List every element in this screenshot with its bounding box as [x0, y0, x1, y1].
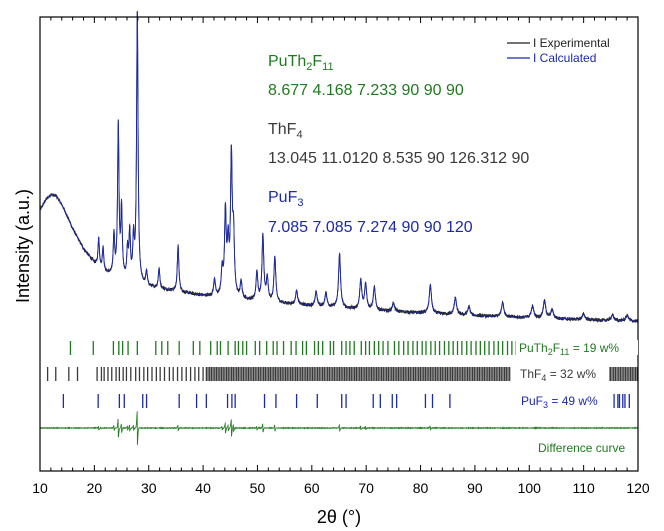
phase-cell-puf3: 7.085 7.085 7.274 90 90 120: [268, 219, 473, 236]
phase-annotation-puf3: PuF3 7.085 7.085 7.274 90 90 120: [268, 189, 473, 236]
y-axis-label: Intensity (a.u.): [13, 189, 33, 303]
phase-annotation-thf4: ThF4 13.045 11.0120 8.535 90 126.312 90: [268, 121, 529, 167]
label-bg-thf4: [518, 366, 609, 382]
legend-label-calculated: I Calculated: [533, 51, 596, 65]
reflection-row-labels: PuTh2F11 = 19 w% ThF4 = 32 w% PuF3 = 49 …: [512, 340, 638, 410]
phase-formula-puth2f11: PuTh2F11: [268, 53, 334, 73]
legend: I Experimental I Calculated: [507, 36, 610, 65]
phase-cell-puth2f11: 8.677 4.168 7.233 90 90 90: [268, 82, 464, 99]
x-tick-label: 80: [413, 480, 429, 496]
x-tick-label: 60: [304, 480, 320, 496]
phase-formula-thf4: ThF4: [268, 121, 303, 141]
x-tick-label: 120: [626, 480, 650, 496]
x-tick-label: 50: [250, 480, 266, 496]
x-tick-label: 90: [467, 480, 483, 496]
reflection-label-thf4: ThF4 = 32 w%: [520, 367, 596, 383]
difference-trace: [39, 411, 639, 445]
x-tick-label: 20: [87, 480, 103, 496]
x-tick-label: 100: [518, 480, 542, 496]
calculated-trace: [39, 10, 638, 322]
legend-label-experimental: I Experimental: [533, 36, 610, 50]
reflection-label-puth2f11: PuTh2F11 = 19 w%: [519, 341, 619, 357]
label-bg-puth2f11: [516, 340, 638, 355]
x-tick-label: 70: [358, 480, 374, 496]
phase-cell-thf4: 13.045 11.0120 8.535 90 126.312 90: [268, 150, 529, 167]
label-bg-puf3: [512, 393, 608, 409]
x-tick-label: 10: [32, 480, 48, 496]
x-tick-label: 40: [195, 480, 211, 496]
plot-frame: [39, 16, 639, 472]
x-axis-label: 2θ (°): [317, 507, 361, 527]
difference-curve-label: Difference curve: [538, 441, 625, 455]
phase-annotation-puth2f11: PuTh2F11 8.677 4.168 7.233 90 90 90: [268, 53, 464, 99]
reflection-label-puf3: PuF3 = 49 w%: [521, 394, 598, 410]
reflection-tick-layer: [46, 341, 638, 408]
x-tick-label: 110: [572, 480, 595, 496]
trace-layer: [39, 10, 639, 445]
x-tick-label: 30: [141, 480, 157, 496]
phase-formula-puf3: PuF3: [268, 189, 303, 209]
